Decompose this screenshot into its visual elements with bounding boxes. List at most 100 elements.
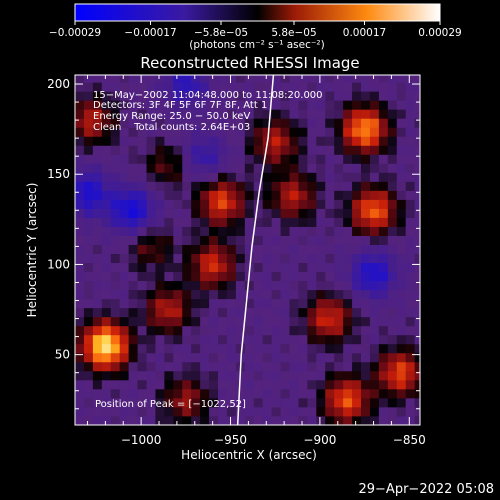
heatmap-cell: [200, 82, 210, 92]
heatmap-cell: [325, 235, 335, 245]
heatmap-cell: [343, 271, 353, 282]
heatmap-cell: [271, 298, 281, 309]
heatmap-cell: [92, 325, 103, 336]
heatmap-cell: [253, 163, 264, 173]
heatmap-cell: [235, 280, 246, 291]
heatmap-cell: [280, 406, 290, 417]
heatmap-cell: [298, 352, 308, 363]
y-tick-label: 150: [47, 167, 70, 181]
heatmap-cell: [325, 217, 335, 227]
heatmap-cell: [119, 289, 130, 300]
heatmap-cell: [369, 262, 380, 273]
heatmap-cell: [218, 190, 228, 200]
heatmap-cell: [101, 199, 112, 209]
heatmap-cell: [387, 280, 398, 291]
colorbar-tick-label: −0.00029: [49, 27, 101, 39]
heatmap-cell: [83, 352, 94, 363]
heatmap-cell: [244, 172, 255, 182]
heatmap-cell: [262, 217, 273, 227]
heatmap-cell: [334, 406, 344, 417]
heatmap-cell: [289, 262, 299, 273]
heatmap-cell: [387, 217, 398, 227]
heatmap-cell: [155, 100, 165, 110]
heatmap-cell: [146, 91, 156, 101]
heatmap-cell: [352, 388, 362, 399]
heatmap-cell: [414, 298, 420, 309]
heatmap-cell: [164, 91, 174, 101]
heatmap-cell: [396, 136, 407, 146]
heatmap-cell: [396, 82, 407, 92]
heatmap-cell: [137, 100, 147, 110]
heatmap-cell: [235, 325, 246, 336]
heatmap-cell: [307, 271, 317, 282]
heatmap-cell: [244, 289, 255, 300]
heatmap-cell: [298, 145, 308, 155]
heatmap-cell: [307, 325, 317, 336]
heatmap-cell: [387, 352, 398, 363]
heatmap-cell: [226, 91, 237, 101]
heatmap-cell: [235, 262, 246, 273]
heatmap-cell: [209, 325, 219, 336]
heatmap-cell: [352, 235, 362, 245]
heatmap-cell: [235, 127, 246, 137]
heatmap-cell: [110, 226, 121, 236]
heatmap-cell: [146, 235, 156, 245]
heatmap-cell: [101, 343, 112, 354]
heatmap-cell: [226, 235, 237, 245]
heatmap-cell: [280, 172, 290, 182]
heatmap-cell: [378, 217, 389, 227]
heatmap-cell: [361, 325, 371, 336]
heatmap-cell: [307, 136, 317, 146]
heatmap-cell: [110, 127, 121, 137]
heatmap-cell: [164, 75, 174, 83]
heatmap-cell: [173, 316, 183, 327]
heatmap-cell: [128, 172, 138, 182]
heatmap-cell: [110, 172, 121, 182]
heatmap-cell: [173, 325, 183, 336]
heatmap-cell: [361, 118, 371, 128]
heatmap-cell: [307, 109, 317, 119]
heatmap-cell: [119, 91, 130, 101]
heatmap-cell: [200, 172, 210, 182]
heatmap-cell: [218, 100, 228, 110]
heatmap-cell: [325, 271, 335, 282]
heatmap-cell: [405, 271, 416, 282]
heatmap-cell: [182, 82, 192, 92]
heatmap-cell: [378, 244, 389, 255]
heatmap-cell: [235, 145, 246, 155]
heatmap-cell: [316, 343, 326, 354]
heatmap-cell: [101, 289, 112, 300]
heatmap-cell: [343, 361, 353, 372]
heatmap-cell: [369, 415, 380, 425]
heatmap-cell: [155, 370, 165, 381]
heatmap-cell: [75, 325, 85, 336]
heatmap-cell: [352, 136, 362, 146]
heatmap-cell: [307, 181, 317, 191]
heatmap-cell: [92, 145, 103, 155]
heatmap-cell: [137, 127, 147, 137]
heatmap-cell: [235, 289, 246, 300]
heatmap-cell: [110, 145, 121, 155]
heatmap-cell: [119, 136, 130, 146]
heatmap-cell: [271, 352, 281, 363]
heatmap-cell: [405, 334, 416, 345]
heatmap-cell: [209, 181, 219, 191]
heatmap-cell: [405, 91, 416, 101]
heatmap-cell: [369, 217, 380, 227]
heatmap-cell: [271, 109, 281, 119]
heatmap-cell: [280, 190, 290, 200]
heatmap-cell: [405, 127, 416, 137]
heatmap-cell: [209, 262, 219, 273]
heatmap-cell: [137, 217, 147, 227]
heatmap-cell: [119, 298, 130, 309]
heatmap-cell: [182, 361, 192, 372]
heatmap-cell: [253, 82, 264, 92]
heatmap-cell: [119, 307, 130, 318]
heatmap-cell: [146, 334, 156, 345]
heatmap-cell: [271, 163, 281, 173]
heatmap-cell: [316, 109, 326, 119]
heatmap-cell: [405, 352, 416, 363]
heatmap-cell: [164, 208, 174, 218]
heatmap-cell: [182, 325, 192, 336]
heatmap-cell: [83, 415, 94, 425]
